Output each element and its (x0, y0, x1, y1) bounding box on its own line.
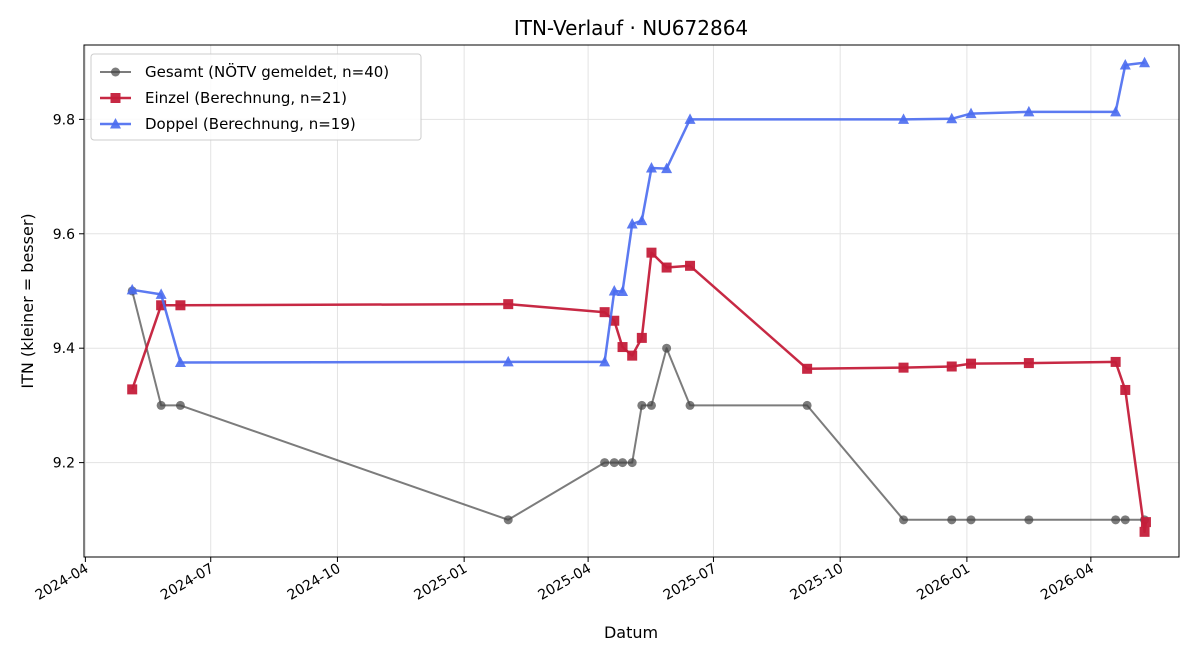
data-point-gesamt (1111, 515, 1121, 525)
data-point-doppel (645, 161, 657, 173)
data-point-einzel (1139, 526, 1150, 537)
data-point-einzel (1110, 356, 1121, 367)
series-line-gesamt (131, 290, 1145, 521)
data-point-doppel (965, 107, 977, 119)
data-point-gesamt (503, 515, 513, 525)
data-point-gesamt (600, 458, 610, 468)
data-point-doppel (1139, 56, 1151, 68)
data-point-gesamt (156, 400, 166, 410)
legend-label-gesamt: Gesamt (NÖTV gemeldet, n=40) (145, 62, 389, 81)
data-point-einzel (1023, 358, 1034, 369)
data-point-einzel (1140, 517, 1151, 528)
chart-title: ITN-Verlauf · NU672864 (514, 16, 748, 40)
data-point-gesamt (1024, 515, 1034, 525)
data-point-doppel (617, 285, 629, 297)
data-point-gesamt (637, 400, 647, 410)
data-point-gesamt (899, 515, 909, 525)
data-point-gesamt (1120, 515, 1130, 525)
data-point-doppel (155, 288, 167, 299)
data-point-einzel (617, 342, 628, 353)
data-point-gesamt (966, 515, 976, 525)
data-point-gesamt (802, 400, 812, 410)
x-axis-title: Datum (604, 623, 658, 642)
legend-marker-einzel (110, 93, 121, 103)
y-axis-title: ITN (kleiner = besser) (18, 213, 37, 388)
data-point-einzel (599, 307, 610, 318)
plot-frame (83, 44, 1180, 558)
data-point-gesamt (685, 400, 695, 410)
y-tick-label: 9.2 (53, 456, 75, 472)
data-point-gesamt (662, 343, 672, 353)
data-point-gesamt (627, 458, 637, 468)
data-point-einzel (661, 262, 672, 273)
data-point-doppel (174, 356, 186, 367)
data-point-einzel (685, 260, 696, 271)
data-point-gesamt (618, 458, 628, 468)
data-point-einzel (802, 363, 813, 374)
data-point-doppel (1110, 105, 1122, 117)
y-tick-label: 9.4 (53, 341, 75, 357)
data-point-gesamt (175, 400, 185, 410)
data-point-doppel (1119, 59, 1131, 70)
data-point-doppel (684, 113, 696, 124)
legend-marker-gesamt (111, 67, 120, 77)
data-point-gesamt (947, 515, 957, 525)
legend-label-einzel: Einzel (Berechnung, n=21) (145, 89, 347, 107)
series-gesamt (127, 286, 1150, 525)
data-point-doppel (661, 162, 673, 174)
data-point-einzel (175, 300, 186, 311)
legend-box (90, 53, 422, 141)
data-point-einzel (966, 358, 977, 369)
data-point-doppel (126, 283, 138, 295)
data-point-doppel (626, 218, 638, 229)
data-point-einzel (1120, 384, 1131, 395)
data-point-einzel (503, 299, 514, 310)
data-point-einzel (946, 361, 957, 372)
data-point-einzel (646, 247, 657, 258)
series-doppel (126, 56, 1151, 367)
data-point-einzel (156, 300, 167, 311)
data-point-doppel (608, 284, 620, 296)
data-point-gesamt (609, 458, 619, 468)
legend-marker-doppel (110, 118, 121, 129)
legend: Gesamt (NÖTV gemeldet, n=40) Einzel (Bere… (90, 53, 422, 141)
data-point-einzel (636, 332, 647, 343)
y-tick-label: 9.6 (53, 227, 75, 243)
series-einzel (127, 247, 1151, 537)
data-point-einzel (898, 362, 909, 373)
series-layer (126, 56, 1151, 537)
y-tick-label: 9.8 (53, 112, 75, 128)
data-point-gesamt (646, 400, 656, 410)
legend-label-doppel: Doppel (Berechnung, n=19) (145, 115, 356, 133)
data-point-einzel (627, 350, 638, 361)
data-point-doppel (946, 112, 958, 124)
data-point-doppel (599, 355, 611, 367)
data-point-doppel (502, 355, 514, 367)
data-point-doppel (636, 214, 648, 226)
data-point-einzel (609, 315, 620, 326)
data-point-doppel (1023, 105, 1035, 117)
data-point-einzel (127, 384, 138, 395)
data-point-doppel (898, 113, 910, 124)
